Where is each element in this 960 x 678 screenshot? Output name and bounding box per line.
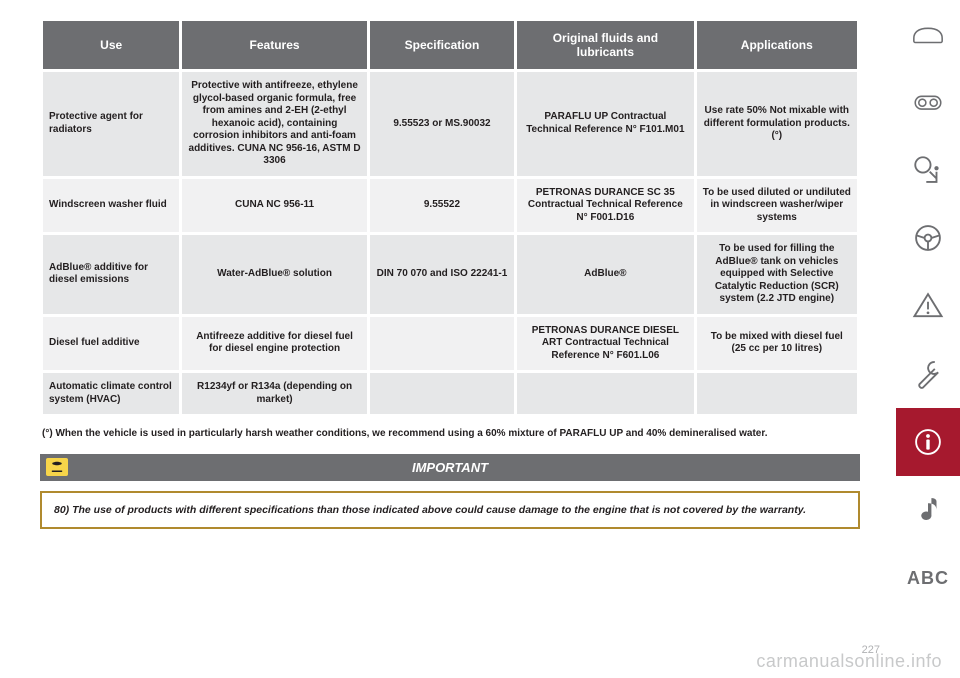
col-header-app: Applications: [697, 21, 857, 69]
important-heading-bar: IMPORTANT: [40, 454, 860, 481]
footnote-text: (°) When the vehicle is used in particul…: [42, 427, 858, 440]
warning-triangle-icon[interactable]: [896, 272, 960, 340]
fluids-table: Use Features Specification Original flui…: [40, 18, 860, 417]
section-sidebar: ABC: [896, 0, 960, 678]
table-row: Diesel fuel additive Antifreeze additive…: [43, 317, 857, 371]
table-row: AdBlue® additive for diesel emissions Wa…: [43, 235, 857, 314]
music-note-icon[interactable]: [896, 476, 960, 544]
cell-spec: 9.55522: [370, 179, 514, 233]
cell-use: Diesel fuel additive: [43, 317, 179, 371]
cell-use: AdBlue® additive for diesel emissions: [43, 235, 179, 314]
info-icon[interactable]: [896, 408, 960, 476]
cell-fluid: PETRONAS DURANCE SC 35 Contractual Techn…: [517, 179, 693, 233]
cell-use: Protective agent for radiators: [43, 72, 179, 176]
important-label: IMPORTANT: [412, 460, 488, 475]
cell-fluid: [517, 373, 693, 414]
cell-fluid: PETRONAS DURANCE DIESEL ART Contractual …: [517, 317, 693, 371]
table-row: Automatic climate control system (HVAC) …: [43, 373, 857, 414]
cell-features: R1234yf or R134a (depending on market): [182, 373, 366, 414]
cell-app: Use rate 50% Not mixable with different …: [697, 72, 857, 176]
cell-fluid: AdBlue®: [517, 235, 693, 314]
warning-text: 80) The use of products with different s…: [54, 504, 806, 516]
cell-features: Water-AdBlue® solution: [182, 235, 366, 314]
col-header-features: Features: [182, 21, 366, 69]
cell-features: CUNA NC 956-11: [182, 179, 366, 233]
abc-label: ABC: [907, 568, 949, 589]
cell-features: Protective with antifreeze, ethylene gly…: [182, 72, 366, 176]
warning-box: 80) The use of products with different s…: [40, 491, 860, 529]
car-icon[interactable]: [896, 0, 960, 68]
cell-features: Antifreeze additive for diesel fuel for …: [182, 317, 366, 371]
abc-index-icon[interactable]: ABC: [896, 544, 960, 612]
cell-use: Windscreen washer fluid: [43, 179, 179, 233]
cell-app: To be used for filling the AdBlue® tank …: [697, 235, 857, 314]
steering-wheel-icon[interactable]: [896, 204, 960, 272]
table-header-row: Use Features Specification Original flui…: [43, 21, 857, 69]
dashboard-icon[interactable]: [896, 68, 960, 136]
wrench-icon[interactable]: [896, 340, 960, 408]
col-header-fluid: Original fluids and lubricants: [517, 21, 693, 69]
cell-app: To be mixed with diesel fuel (25 cc per …: [697, 317, 857, 371]
cell-use: Automatic climate control system (HVAC): [43, 373, 179, 414]
cell-fluid: PARAFLU UP Contractual Technical Referen…: [517, 72, 693, 176]
cell-app: [697, 373, 857, 414]
cell-spec: DIN 70 070 and ISO 22241-1: [370, 235, 514, 314]
cell-spec: [370, 373, 514, 414]
table-row: Protective agent for radiators Protectiv…: [43, 72, 857, 176]
cell-app: To be used diluted or undiluted in winds…: [697, 179, 857, 233]
airbag-icon[interactable]: [896, 136, 960, 204]
warning-chip-icon: [46, 458, 68, 476]
cell-spec: [370, 317, 514, 371]
cell-spec: 9.55523 or MS.90032: [370, 72, 514, 176]
document-page: Use Features Specification Original flui…: [40, 0, 860, 529]
watermark-text: carmanualsonline.info: [756, 651, 942, 672]
col-header-spec: Specification: [370, 21, 514, 69]
table-row: Windscreen washer fluid CUNA NC 956-11 9…: [43, 179, 857, 233]
col-header-use: Use: [43, 21, 179, 69]
